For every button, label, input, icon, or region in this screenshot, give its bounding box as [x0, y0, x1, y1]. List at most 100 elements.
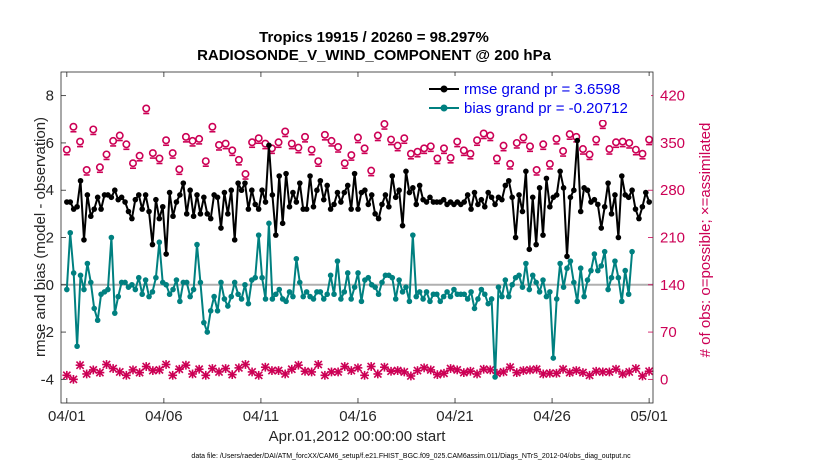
rmse-point: [249, 187, 255, 194]
obs-possible-circle: [373, 131, 382, 140]
obs-possible-circle: [360, 144, 369, 153]
rmse-point: [475, 201, 481, 208]
obs-possible-point: [334, 143, 343, 153]
y-left-axis-label: rmse and bias (model - observation): [32, 117, 49, 357]
bias-point: [293, 255, 300, 262]
obs-possible-point: [248, 138, 257, 149]
bias-point: [207, 307, 214, 314]
rmse-point: [293, 199, 300, 205]
y-right-axis-label: # of obs: o=possible; ×=assimilated: [697, 123, 714, 358]
obs-possible-circle: [552, 134, 561, 143]
rmse-point: [180, 180, 187, 186]
legend: rmse grand pr = 3.6598 bias grand pr = -…: [425, 76, 651, 120]
rmse-point: [125, 208, 132, 215]
obs-assimilated-point: [69, 374, 78, 384]
obs-possible-point: [301, 132, 310, 143]
rmse-point: [427, 194, 433, 201]
rmse-point: [67, 199, 74, 205]
rmse-point: [118, 194, 125, 201]
obs-possible-circle: [82, 165, 91, 174]
rmse-point: [512, 234, 519, 241]
y-left-tick-label: 4: [46, 182, 54, 199]
rmse-point: [194, 192, 200, 198]
obs-possible-circle: [241, 170, 250, 179]
y-right-tick-label: 0: [660, 371, 668, 388]
obs-assimilated-point: [585, 370, 594, 380]
bias-point: [111, 310, 118, 316]
obs-possible-circle: [625, 138, 634, 147]
rmse-point: [413, 201, 420, 208]
bias-point: [372, 284, 378, 290]
obs-possible-circle: [234, 155, 243, 164]
bias-point: [334, 258, 341, 264]
rmse-point: [372, 211, 378, 217]
obs-assimilated-point: [247, 367, 257, 377]
plot-background: [61, 72, 653, 403]
bias-point: [132, 286, 139, 293]
obs-possible-circle: [294, 143, 303, 152]
obs-assimilated-point: [188, 369, 197, 379]
rmse-point: [338, 199, 344, 205]
obs-possible-circle: [393, 141, 402, 150]
bias-point: [245, 300, 252, 307]
bias-point: [540, 277, 546, 283]
rmse-point: [204, 211, 211, 217]
rmse-point: [94, 194, 101, 201]
bias-point: [444, 289, 450, 295]
obs-possible-point: [446, 153, 455, 164]
obs-assimilated-point: [294, 360, 303, 370]
bias-point: [581, 293, 587, 300]
obs-possible-point: [499, 141, 508, 152]
rmse-point: [166, 189, 173, 196]
bias-point: [149, 289, 156, 295]
bias-point: [163, 281, 169, 288]
obs-assimilated-point: [201, 370, 211, 380]
obs-possible-point: [585, 150, 594, 161]
legend-rmse-label: rmse grand pr = 3.6598: [464, 81, 620, 98]
rmse-point: [190, 213, 197, 220]
rmse-point: [231, 237, 238, 243]
y-right-tick-label: 350: [660, 135, 685, 152]
bias-point: [242, 281, 248, 288]
rmse-point: [183, 211, 190, 217]
rmse-point: [146, 208, 152, 215]
rmse-point: [642, 189, 649, 196]
bias-point: [84, 260, 91, 267]
bias-point: [146, 293, 152, 300]
rmse-point: [272, 232, 279, 238]
bias-point: [228, 293, 235, 300]
bias-point: [516, 272, 522, 279]
bias-point: [201, 319, 207, 326]
obs-possible-circle: [466, 149, 475, 158]
bias-point: [612, 258, 618, 264]
rmse-point: [259, 187, 265, 194]
bias-point: [464, 296, 471, 302]
obs-possible-point: [135, 151, 144, 162]
bias-point: [358, 298, 365, 305]
obs-possible-circle: [148, 149, 157, 158]
x-tick-label: 05/01: [630, 408, 668, 425]
obs-assimilated-point: [439, 368, 449, 378]
bias-point: [615, 274, 622, 281]
rmse-point: [207, 215, 214, 222]
obs-assimilated-point: [95, 368, 105, 378]
bias-point: [324, 291, 330, 298]
rmse-point: [279, 220, 286, 227]
rmse-point: [91, 206, 98, 212]
obs-assimilated-point: [631, 364, 641, 373]
obs-possible-circle: [208, 122, 217, 131]
bias-point: [447, 293, 454, 300]
obs-assimilated-point: [459, 368, 469, 378]
obs-possible-circle: [327, 136, 336, 145]
obs-assimilated-point: [505, 362, 515, 372]
obs-assimilated-point: [472, 369, 482, 379]
rmse-point: [571, 187, 577, 194]
obs-possible-circle: [122, 140, 131, 149]
rmse-point: [416, 182, 423, 189]
rmse-point: [557, 168, 563, 175]
bias-point: [451, 286, 457, 293]
obs-possible-circle: [380, 120, 389, 129]
bias-point: [365, 274, 372, 281]
bias-point: [519, 284, 526, 290]
obs-possible-circle: [115, 131, 124, 140]
